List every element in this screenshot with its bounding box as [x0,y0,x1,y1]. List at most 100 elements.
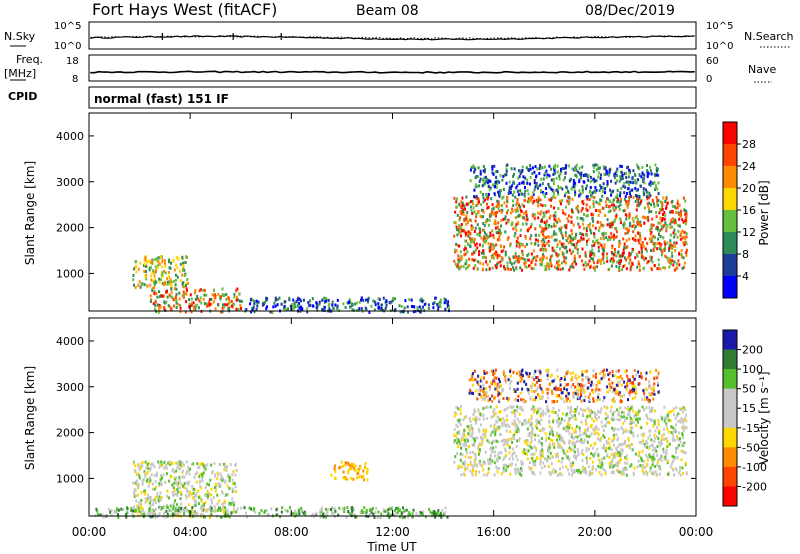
range-cell [204,508,207,512]
range-cell [622,184,625,188]
range-cell [525,439,528,442]
range-cell [553,378,556,381]
range-cell [597,213,600,217]
range-cell [488,179,491,183]
range-cell [613,443,616,447]
range-cell [589,254,592,258]
range-cell [661,216,664,220]
range-cell [610,203,613,207]
range-cell [566,186,569,190]
range-cell [324,296,327,300]
range-cell [671,217,674,221]
range-cell [164,264,167,268]
range-cell [573,450,576,454]
range-cell [459,441,462,445]
range-cell [302,511,305,515]
range-cell [677,229,680,233]
range-cell [521,374,524,378]
range-cell [515,255,518,259]
range-cell [636,254,639,258]
range-cell [493,461,496,465]
range-cell [523,448,526,452]
range-cell [589,457,592,460]
range-cell [593,453,596,457]
range-cell [676,235,679,239]
range-cell [464,245,466,249]
range-cell [236,287,239,291]
range-cell [540,442,543,446]
range-cell [484,198,486,202]
range-cell [441,508,444,512]
range-cell [368,310,371,314]
range-cell [182,266,185,270]
range-cell [568,458,571,462]
range-cell [542,243,545,247]
range-cell [573,184,576,188]
range-cell [616,438,619,442]
range-cell [656,242,659,246]
range-cell [480,208,483,212]
range-cell [495,182,498,186]
range-cell [478,232,481,236]
range-cell [192,510,195,514]
range-cell [508,446,511,449]
range-cell [593,196,596,199]
range-cell [512,433,515,437]
range-cell [658,233,660,236]
range-cell [618,442,621,446]
range-cell [478,430,481,433]
range-cell [578,383,581,387]
range-cell [576,248,579,252]
range-cell [645,195,648,199]
range-cell [545,227,548,231]
range-cell [484,179,487,183]
range-cell [482,262,485,266]
range-cell [431,512,434,515]
range-cell [653,392,656,396]
range-cell [250,507,252,511]
range-cell [210,487,213,491]
range-cell [169,305,172,309]
range-cell [585,207,588,211]
y-tick-label: 2000 [56,222,84,235]
range-cell [578,166,581,170]
range-cell [300,509,303,513]
range-cell [640,200,642,204]
range-cell [641,464,644,468]
range-cell [189,467,192,471]
range-cell [508,457,511,461]
range-cell [660,227,663,231]
range-cell [224,479,227,483]
range-cell [183,486,186,490]
range-cell [513,167,516,171]
range-cell [542,191,544,194]
range-cell [539,248,542,252]
range-cell [657,423,660,427]
range-cell [347,470,349,474]
range-cell [471,471,474,475]
range-cell [344,463,347,467]
range-cell [491,167,494,171]
range-cell [141,464,144,468]
range-cell [516,206,519,210]
range-cell [614,250,617,254]
range-cell [461,435,464,439]
range-cell [659,221,662,225]
range-cell [592,369,595,373]
range-cell [629,258,632,262]
range-cell [547,445,550,449]
range-cell [166,489,169,493]
range-cell [518,182,521,186]
range-cell [405,508,408,512]
range-cell [133,505,136,509]
range-cell [518,214,521,218]
range-cell [658,465,661,469]
range-cell [616,196,619,200]
range-cell [243,506,246,510]
range-cell [630,463,633,467]
range-cell [609,188,612,192]
range-cell [537,204,540,208]
range-cell [631,421,634,425]
range-cell [615,254,618,258]
range-cell [681,266,684,270]
